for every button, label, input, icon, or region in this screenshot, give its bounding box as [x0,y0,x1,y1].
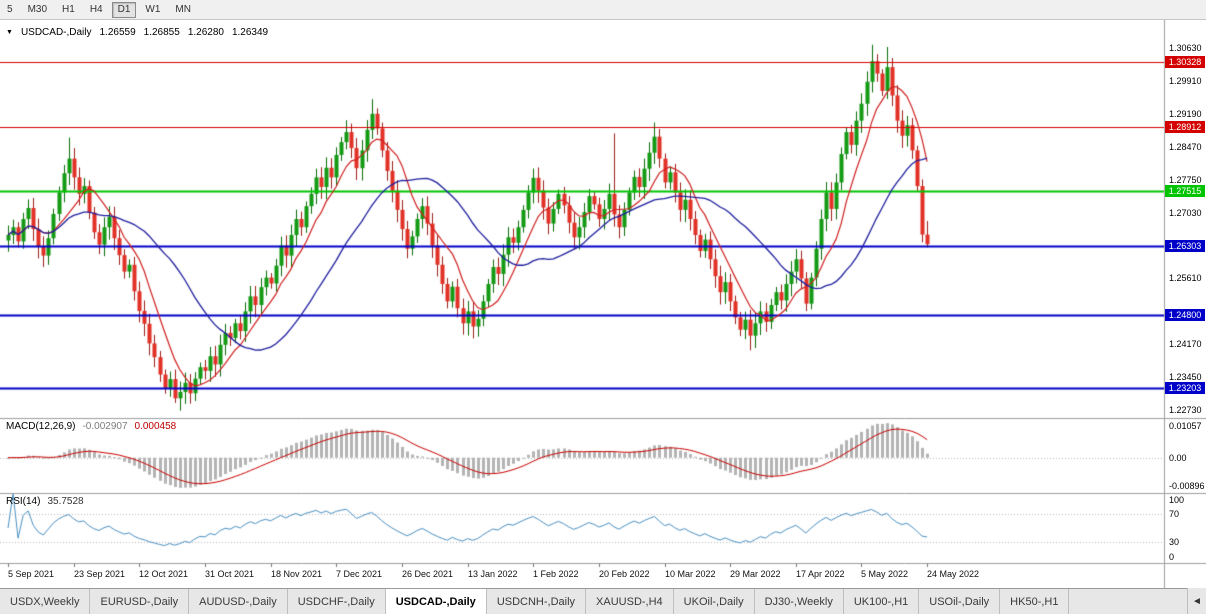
time-axis[interactable]: 5 Sep 2021 23 Sep 2021 12 Oct 2021 31 Oct 2… [0,563,1164,588]
price-level-badge: 1.30328 [1165,56,1205,68]
tab-xauusd-h4[interactable]: XAUUSD-,H4 [586,589,674,614]
rsi-axis-label: 100 [1169,495,1185,505]
tab-usoil-daily[interactable]: USOil-,Daily [919,589,1001,614]
date-axis-label: 18 Nov 2021 [271,569,323,579]
price-axis-label: 1.22730 [1169,405,1202,415]
tab-usdcad-daily[interactable]: USDCAD-,Daily [385,589,487,614]
chart-ohlc-readout: ▼ USDCAD-,Daily 1.26559 1.26855 1.26280 … [6,27,268,38]
rsi-axis-label: 30 [1169,537,1180,547]
price-axis-label: 1.29910 [1169,76,1202,86]
date-axis-label: 7 Dec 2021 [336,569,383,579]
tab-usdx-weekly[interactable]: USDX,Weekly [0,589,91,614]
tab-uk100-h1[interactable]: UK100-,H1 [844,589,920,614]
tab-ukoil-daily[interactable]: UKOil-,Daily [674,589,755,614]
timeframe-toolbar: 5 M30 H1 H4 D1 W1 MN [0,0,1206,20]
price-axis-label: 1.29190 [1169,109,1202,119]
timeframe-button-m30[interactable]: M30 [22,2,53,18]
price-level-badge: 1.27515 [1165,185,1205,197]
price-chart-canvas[interactable] [0,20,1206,588]
price-axis-label: 1.25610 [1169,273,1202,283]
chart-open-value: 1.26559 [99,27,136,38]
tab-dj30-weekly[interactable]: DJ30-,Weekly [755,589,844,614]
chart-high-value: 1.26855 [143,27,180,38]
date-axis-label: 29 Mar 2022 [730,569,781,579]
price-axis-label: 1.30630 [1169,43,1202,53]
price-axis-label: 1.24170 [1169,339,1202,349]
date-axis-label: 17 Apr 2022 [796,569,845,579]
timeframe-button-h1[interactable]: H1 [56,2,81,18]
price-axis-label: 1.27030 [1169,208,1202,218]
timeframe-button-h4[interactable]: H4 [84,2,109,18]
timeframe-button-d1[interactable]: D1 [111,1,137,18]
price-level-badge: 1.26303 [1165,240,1205,252]
price-axis-label: 1.23450 [1169,372,1202,382]
tabs-scroll-left-icon[interactable]: ◄ [1187,588,1206,614]
tab-hk50-h1[interactable]: HK50-,H1 [1000,589,1070,614]
chart-low-value: 1.26280 [187,27,224,38]
macd-axis-label: 0.00 [1169,453,1187,463]
timeframe-button-w1[interactable]: W1 [139,2,166,18]
date-axis-label: 20 Feb 2022 [599,569,650,579]
price-axis[interactable]: 1.30630 1.29910 1.29190 1.28470 1.27750 1.270… [1164,20,1206,588]
macd-main-value: -0.002907 [82,421,128,432]
macd-indicator-label: MACD(12,26,9) -0.002907 0.000458 [6,421,176,432]
date-axis-label: 10 Mar 2022 [665,569,716,579]
rsi-indicator-label: RSI(14) 35.7528 [6,496,84,507]
date-axis-label: 23 Sep 2021 [74,569,126,579]
chart-area: ▼ USDCAD-,Daily 1.26559 1.26855 1.26280 … [0,20,1206,588]
date-axis-label: 31 Oct 2021 [205,569,255,579]
macd-name: MACD(12,26,9) [6,421,76,432]
macd-axis-label: -0.00896 [1169,481,1205,491]
date-axis-label: 5 May 2022 [861,569,909,579]
macd-axis-label: 0.01057 [1169,421,1202,431]
timeframe-button-m5[interactable]: 5 [1,2,19,18]
rsi-name: RSI(14) [6,496,41,507]
chart-close-value: 1.26349 [231,27,269,38]
chart-tab-bar: USDX,Weekly EURUSD-,Daily AUDUSD-,Daily … [0,588,1206,614]
tab-audusd-daily[interactable]: AUDUSD-,Daily [189,589,288,614]
chart-symbol-label: USDCAD-,Daily [20,27,92,38]
price-level-badge: 1.24800 [1165,309,1205,321]
rsi-axis-label: 70 [1169,509,1180,519]
rsi-axis-label: 0 [1169,552,1175,562]
date-axis-label: 26 Dec 2021 [402,569,454,579]
macd-signal-value: 0.000458 [134,421,177,432]
tab-eurusd-daily[interactable]: EURUSD-,Daily [90,589,190,614]
timeframe-button-mn[interactable]: MN [169,2,197,18]
price-axis-label: 1.28470 [1169,142,1202,152]
chart-marker-icon: ▼ [6,28,13,36]
date-axis-label: 12 Oct 2021 [139,569,189,579]
date-axis-label: 1 Feb 2022 [533,569,579,579]
tab-usdchf-daily[interactable]: USDCHF-,Daily [288,589,386,614]
tab-usdcnh-daily[interactable]: USDCNH-,Daily [487,589,587,614]
price-level-badge: 1.28912 [1165,121,1205,133]
date-axis-label: 24 May 2022 [927,569,980,579]
date-axis-label: 13 Jan 2022 [468,569,518,579]
price-level-badge: 1.23203 [1165,382,1205,394]
price-axis-label: 1.27750 [1169,175,1202,185]
date-axis-label: 5 Sep 2021 [8,569,55,579]
rsi-value: 35.7528 [47,496,84,507]
